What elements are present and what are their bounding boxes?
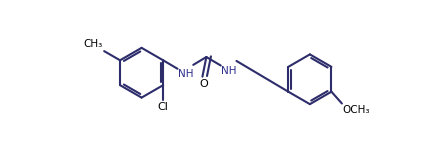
Text: NH: NH bbox=[222, 66, 237, 76]
Text: O: O bbox=[200, 79, 208, 89]
Text: NH: NH bbox=[178, 69, 194, 79]
Text: OCH₃: OCH₃ bbox=[343, 105, 370, 116]
Text: Cl: Cl bbox=[158, 102, 168, 112]
Text: CH₃: CH₃ bbox=[84, 39, 103, 49]
